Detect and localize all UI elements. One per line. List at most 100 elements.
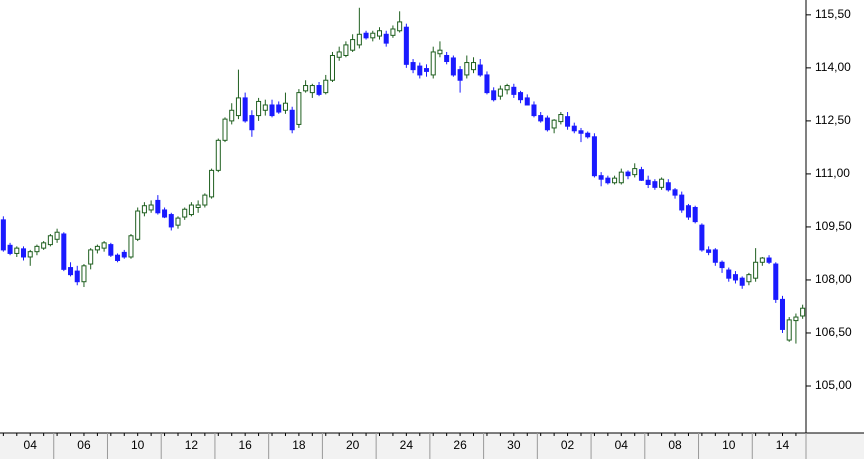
candle-body — [316, 85, 322, 95]
candle-body — [383, 33, 389, 44]
candle-body — [47, 235, 53, 246]
candle-body — [108, 244, 114, 256]
candle-body — [430, 51, 436, 76]
candle-body — [249, 115, 255, 131]
candle-body — [464, 62, 470, 76]
candle-body — [638, 169, 644, 181]
candle-body — [81, 265, 87, 283]
y-tick-label: 109,50 — [815, 219, 852, 233]
candle-body — [746, 274, 752, 283]
candle-body — [309, 85, 315, 94]
candle-body — [54, 231, 60, 240]
candle-body — [94, 245, 100, 251]
candle-body — [457, 69, 463, 81]
y-tick-label: 111,00 — [815, 166, 850, 180]
candle-body — [262, 104, 268, 111]
candle-body — [215, 139, 221, 171]
candle-body — [477, 64, 483, 76]
x-tick-label: 04 — [24, 438, 38, 452]
candle-body — [544, 117, 550, 131]
candle-body — [115, 254, 121, 262]
candle-body — [779, 298, 786, 330]
candle-body — [155, 199, 161, 214]
candle-body — [679, 194, 685, 211]
candle-body — [591, 136, 597, 177]
candle-body — [598, 175, 604, 180]
candle-body — [491, 90, 497, 101]
candle-body — [645, 179, 651, 186]
candle-body — [585, 132, 591, 138]
candle-body — [27, 251, 33, 258]
candle-body — [7, 244, 13, 254]
candle-body — [195, 204, 201, 208]
candle-body — [719, 261, 725, 269]
candle-body — [135, 210, 141, 240]
candle-body — [343, 44, 349, 56]
candle-body — [759, 257, 765, 263]
x-tick-label: 14 — [776, 438, 790, 452]
x-tick-label: 10 — [722, 438, 736, 452]
candle-body — [222, 118, 228, 141]
x-tick-label: 18 — [292, 438, 306, 452]
candle-body — [182, 208, 188, 218]
candle-body — [370, 32, 376, 39]
candle-body — [793, 316, 799, 322]
y-tick-label: 105,00 — [815, 378, 852, 392]
x-tick-label: 20 — [346, 438, 360, 452]
candle-body — [484, 74, 490, 94]
candle-body — [229, 109, 235, 122]
candle-body — [14, 247, 20, 254]
candle-body — [289, 109, 295, 131]
candle-body — [659, 178, 665, 188]
candle-body — [578, 130, 584, 134]
candle-body — [242, 97, 248, 122]
candle-body — [558, 114, 564, 123]
candle-body — [101, 242, 107, 249]
candle-body — [692, 206, 698, 223]
candle-body — [618, 171, 624, 184]
candle-body — [504, 85, 510, 91]
y-tick-label: 115,50 — [815, 7, 851, 21]
candle-body — [61, 233, 67, 270]
candle-body — [706, 249, 712, 253]
candle-body — [188, 204, 194, 216]
x-tick-label: 08 — [668, 438, 682, 452]
candle-body — [276, 104, 282, 113]
candle-body — [471, 62, 477, 71]
candle-body — [121, 251, 127, 258]
candle-body — [410, 62, 416, 71]
x-tick-label: 06 — [77, 438, 91, 452]
candle-body — [41, 242, 47, 249]
candle-body — [397, 21, 403, 32]
candle-body — [524, 97, 530, 106]
candle-body — [605, 177, 611, 184]
candle-body — [632, 168, 638, 176]
candle-body — [363, 32, 369, 39]
candle-body — [665, 182, 671, 191]
candle-body — [699, 224, 705, 251]
x-tick-label: 26 — [453, 438, 467, 452]
candle-body — [800, 307, 806, 317]
x-tick-label: 12 — [185, 438, 199, 452]
candle-body — [390, 28, 396, 36]
candle-body — [403, 26, 409, 65]
candle-body — [712, 249, 718, 263]
candle-body — [417, 65, 423, 76]
candle-body — [726, 269, 732, 279]
candle-body — [652, 181, 658, 188]
candle-body — [256, 100, 262, 117]
y-tick-label: 112,50 — [815, 113, 851, 127]
candle-body — [565, 116, 571, 127]
candle-body — [68, 267, 74, 276]
x-axis-band — [0, 433, 864, 459]
x-tick-label: 30 — [507, 438, 521, 452]
candle-body — [20, 248, 27, 258]
candle-body — [732, 274, 738, 281]
candle-body — [672, 189, 678, 196]
candle-body — [612, 177, 618, 184]
candle-body — [551, 119, 557, 129]
candle-body — [88, 249, 94, 265]
x-tick-label: 10 — [131, 438, 145, 452]
candle-body — [437, 49, 443, 55]
